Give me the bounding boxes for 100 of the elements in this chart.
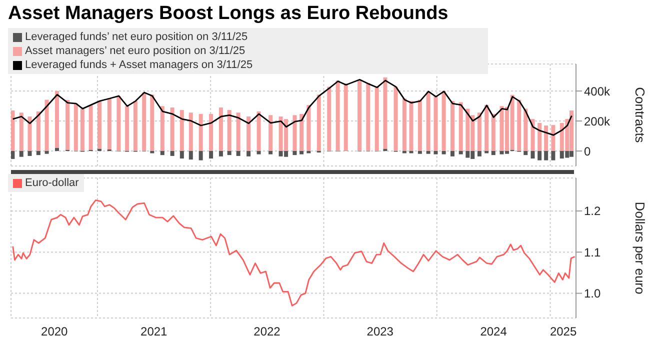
bar <box>44 151 49 154</box>
bar <box>116 96 121 151</box>
bar <box>11 110 15 151</box>
bar <box>188 151 193 160</box>
bar <box>458 102 463 151</box>
bar <box>256 151 261 154</box>
bar <box>66 100 70 150</box>
bar <box>383 77 388 149</box>
bar <box>125 106 130 151</box>
bar <box>316 94 321 151</box>
bar <box>268 115 273 151</box>
bar <box>44 100 49 151</box>
bar <box>358 80 362 151</box>
legend-label: Euro-dollar <box>24 176 79 190</box>
bar <box>418 100 422 151</box>
bar <box>19 151 24 157</box>
bar <box>530 119 535 151</box>
bar <box>97 101 102 149</box>
bar <box>142 92 146 151</box>
bar <box>418 151 422 154</box>
bar <box>19 112 24 151</box>
y-tick-label: 1.1 <box>584 245 602 260</box>
bar <box>477 151 482 156</box>
bar <box>366 83 370 151</box>
bar <box>160 106 164 151</box>
y-axis-title: Dollars per euro <box>632 202 648 294</box>
bar <box>80 108 84 151</box>
bar <box>218 151 223 156</box>
y-tick-label: 1.2 <box>584 204 602 218</box>
bar <box>450 151 454 156</box>
bar <box>209 151 214 158</box>
bar <box>74 104 78 151</box>
y-tick-label: 200k <box>584 114 612 128</box>
bar <box>569 110 574 151</box>
y-tick-label: 400k <box>584 84 612 98</box>
bar <box>327 86 332 151</box>
chart-title: Asset Managers Boost Longs as Euro Rebounds <box>7 2 450 26</box>
line-series <box>12 78 572 136</box>
bar <box>256 111 261 151</box>
bar <box>517 100 522 151</box>
bar <box>374 86 379 151</box>
bar <box>246 151 251 156</box>
legend-label: Asset managers’ net euro position on 3/11/25 <box>24 44 246 58</box>
bar <box>246 116 251 151</box>
x-tick-label: 2025 <box>550 324 577 339</box>
x-tick-label: 2022 <box>254 324 281 339</box>
bar <box>538 122 542 151</box>
bar <box>180 110 184 151</box>
bar <box>544 151 548 160</box>
bar <box>530 151 535 158</box>
bar <box>227 151 232 156</box>
bar <box>28 116 32 151</box>
bar <box>442 90 446 151</box>
bar <box>150 94 154 151</box>
bar <box>292 115 297 151</box>
bar <box>218 108 223 151</box>
x-tick-label: 2021 <box>140 324 168 339</box>
line-series <box>12 200 576 306</box>
bar <box>55 91 60 148</box>
bar <box>426 91 430 151</box>
bar <box>11 151 15 159</box>
bar <box>477 112 482 151</box>
bar <box>344 84 348 151</box>
bar <box>544 126 548 151</box>
x-tick-label: 2023 <box>366 324 394 339</box>
bar <box>227 110 232 151</box>
bar <box>300 151 304 154</box>
bar <box>402 98 406 151</box>
bar <box>434 151 438 154</box>
bar <box>36 111 40 151</box>
bar <box>133 101 138 151</box>
bar <box>336 80 340 151</box>
bar <box>292 151 297 156</box>
bar <box>209 114 214 151</box>
x-tick-label: 2020 <box>41 324 68 339</box>
bar <box>394 86 398 151</box>
bar <box>450 101 454 151</box>
bar <box>524 108 528 151</box>
y-axis-title: Contracts <box>632 87 648 144</box>
bar <box>55 148 60 151</box>
bar <box>491 151 496 156</box>
bar <box>170 151 174 156</box>
bar <box>170 108 174 151</box>
bar <box>458 151 463 154</box>
bar <box>434 96 438 151</box>
bar <box>36 151 40 156</box>
bar <box>107 98 112 150</box>
bar <box>198 151 203 160</box>
y-tick-label: 0 <box>584 144 591 158</box>
bar <box>198 114 203 151</box>
legend-label: Leveraged funds + Asset managers on 3/11/25 <box>24 58 253 72</box>
bar <box>268 151 273 154</box>
bar <box>491 114 496 151</box>
legend-label: Leveraged funds’ net euro position on 3/11/25 <box>24 30 248 44</box>
bar <box>236 151 240 156</box>
bar <box>409 101 414 151</box>
bar <box>300 114 304 151</box>
bar <box>426 151 430 154</box>
bar <box>306 104 311 151</box>
bar <box>551 125 556 151</box>
